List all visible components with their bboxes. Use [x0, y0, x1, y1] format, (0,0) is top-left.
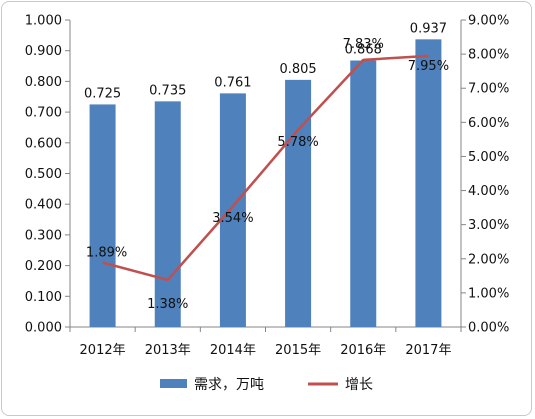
bar	[350, 60, 377, 328]
bar	[415, 39, 442, 327]
x-tick-label: 2017年	[405, 343, 451, 358]
left-tick-label: 0.400	[25, 198, 62, 213]
left-tick-label: 0.700	[25, 106, 62, 121]
left-tick-label: 0.200	[25, 259, 62, 274]
right-tick-label: 2.00%	[468, 252, 509, 267]
line-data-label: 3.54%	[212, 211, 253, 226]
left-tick-label: 0.100	[25, 290, 62, 305]
left-tick-label: 0.600	[25, 136, 62, 151]
left-tick-label: 0.300	[25, 228, 62, 243]
bar-data-label: 0.937	[410, 21, 447, 36]
line-data-label: 1.89%	[86, 246, 127, 261]
left-tick-label: 0.800	[25, 75, 62, 90]
x-tick-label: 2013年	[145, 343, 191, 358]
right-tick-label: 8.00%	[468, 48, 509, 63]
right-tick-label: 9.00%	[468, 14, 509, 29]
right-tick-label: 6.00%	[468, 116, 509, 131]
bar	[154, 101, 181, 327]
growth-line	[102, 54, 429, 282]
bar-data-label: 0.761	[214, 75, 251, 90]
x-tick-label: 2012年	[80, 343, 126, 358]
legend-bar-swatch	[160, 379, 187, 388]
right-tick-label: 5.00%	[468, 150, 509, 165]
line-data-label: 7.95%	[408, 59, 449, 74]
left-tick-label: 0.900	[25, 44, 62, 59]
left-tick-label: 0.500	[25, 167, 62, 182]
data-labels: 0.725 0.735 0.761 0.805 0.868 0.937 1.89% 1.38%…	[84, 21, 449, 312]
axes	[69, 20, 462, 328]
legend-line-label: 增长	[345, 377, 373, 393]
line-data-label: 1.38%	[147, 297, 188, 312]
bar-data-label: 0.868	[345, 43, 382, 58]
legend: 需求，万吨 增长	[160, 377, 373, 393]
line-data-label: 7.83%	[343, 37, 384, 52]
right-tick-label: 1.00%	[468, 286, 509, 301]
x-tick-label: 2015年	[275, 343, 321, 358]
right-tick-label: 0.00%	[468, 321, 509, 336]
right-tick-label: 3.00%	[468, 218, 509, 233]
bar	[285, 79, 312, 328]
x-tick-label: 2014年	[210, 343, 256, 358]
right-axis-ticks: 0.00% 1.00% 2.00% 3.00% 4.00% 5.00% 6.00% 7.00%…	[461, 14, 509, 336]
bar-data-label: 0.805	[279, 62, 316, 77]
bar-data-label: 0.725	[84, 86, 121, 101]
left-tick-label: 1.000	[25, 14, 62, 29]
right-tick-label: 7.00%	[468, 82, 509, 97]
growth-line-series	[102, 54, 429, 282]
left-axis-ticks: 0.000 0.100 0.200 0.300 0.400 0.500 0.600 0.700…	[25, 14, 70, 336]
bars	[89, 39, 442, 328]
x-tick-label: 2016年	[340, 343, 386, 358]
bar-data-label: 0.735	[149, 83, 186, 98]
right-tick-label: 4.00%	[468, 184, 509, 199]
legend-bar-label: 需求，万吨	[194, 377, 264, 393]
bar	[89, 104, 116, 327]
left-tick-label: 0.000	[25, 321, 62, 336]
bar	[219, 93, 246, 327]
x-axis-ticks: 2012年 2013年 2014年 2015年 2016年 2017年	[69, 327, 462, 358]
line-data-label: 5.78%	[277, 135, 318, 150]
